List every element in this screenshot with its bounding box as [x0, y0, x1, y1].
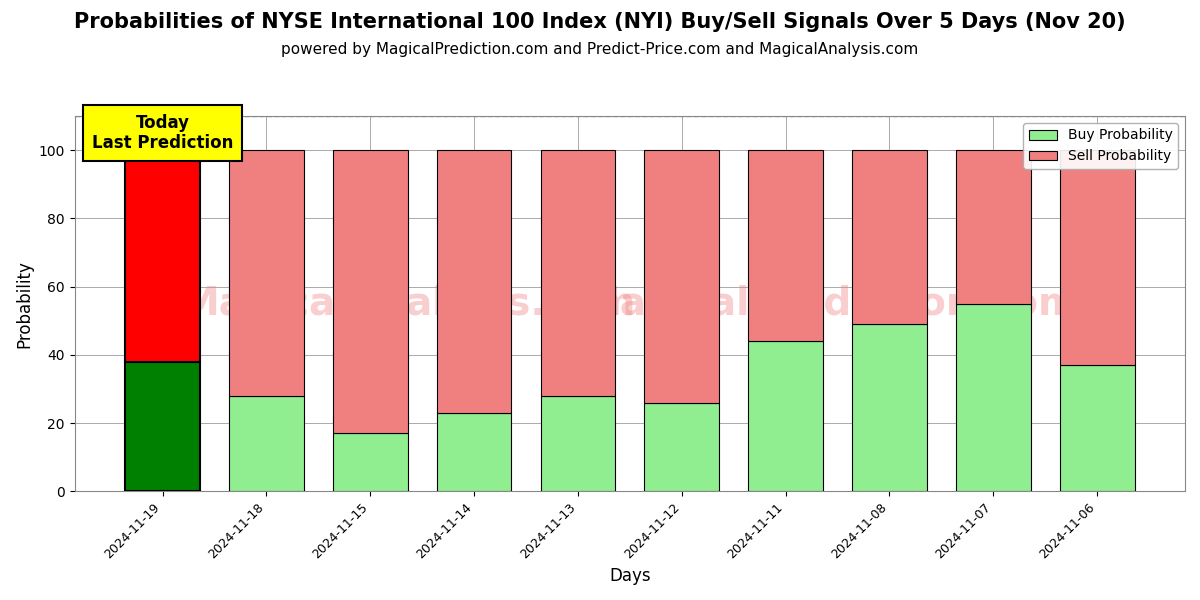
- Bar: [125, 362, 200, 491]
- Bar: [956, 304, 1031, 491]
- Bar: [229, 396, 304, 491]
- Legend: Buy Probability, Sell Probability: Buy Probability, Sell Probability: [1024, 123, 1178, 169]
- Bar: [644, 403, 719, 491]
- Bar: [229, 150, 304, 396]
- Text: powered by MagicalPrediction.com and Predict-Price.com and MagicalAnalysis.com: powered by MagicalPrediction.com and Pre…: [281, 42, 919, 57]
- Bar: [437, 150, 511, 413]
- Bar: [540, 150, 616, 396]
- Text: MagicalAnalysis.com: MagicalAnalysis.com: [180, 284, 636, 323]
- Text: Today
Last Prediction: Today Last Prediction: [92, 113, 233, 152]
- Text: Probabilities of NYSE International 100 Index (NYI) Buy/Sell Signals Over 5 Days: Probabilities of NYSE International 100 …: [74, 12, 1126, 32]
- Bar: [125, 150, 200, 362]
- Bar: [644, 150, 719, 403]
- Bar: [956, 150, 1031, 304]
- Text: MagicalPrediction.com: MagicalPrediction.com: [581, 284, 1079, 323]
- Bar: [1060, 365, 1134, 491]
- Y-axis label: Probability: Probability: [16, 260, 34, 347]
- Bar: [332, 150, 408, 433]
- Bar: [540, 396, 616, 491]
- X-axis label: Days: Days: [610, 567, 650, 585]
- Bar: [1060, 150, 1134, 365]
- Bar: [852, 150, 926, 324]
- Bar: [437, 413, 511, 491]
- Bar: [749, 341, 823, 491]
- Bar: [749, 150, 823, 341]
- Bar: [852, 324, 926, 491]
- Bar: [332, 433, 408, 491]
